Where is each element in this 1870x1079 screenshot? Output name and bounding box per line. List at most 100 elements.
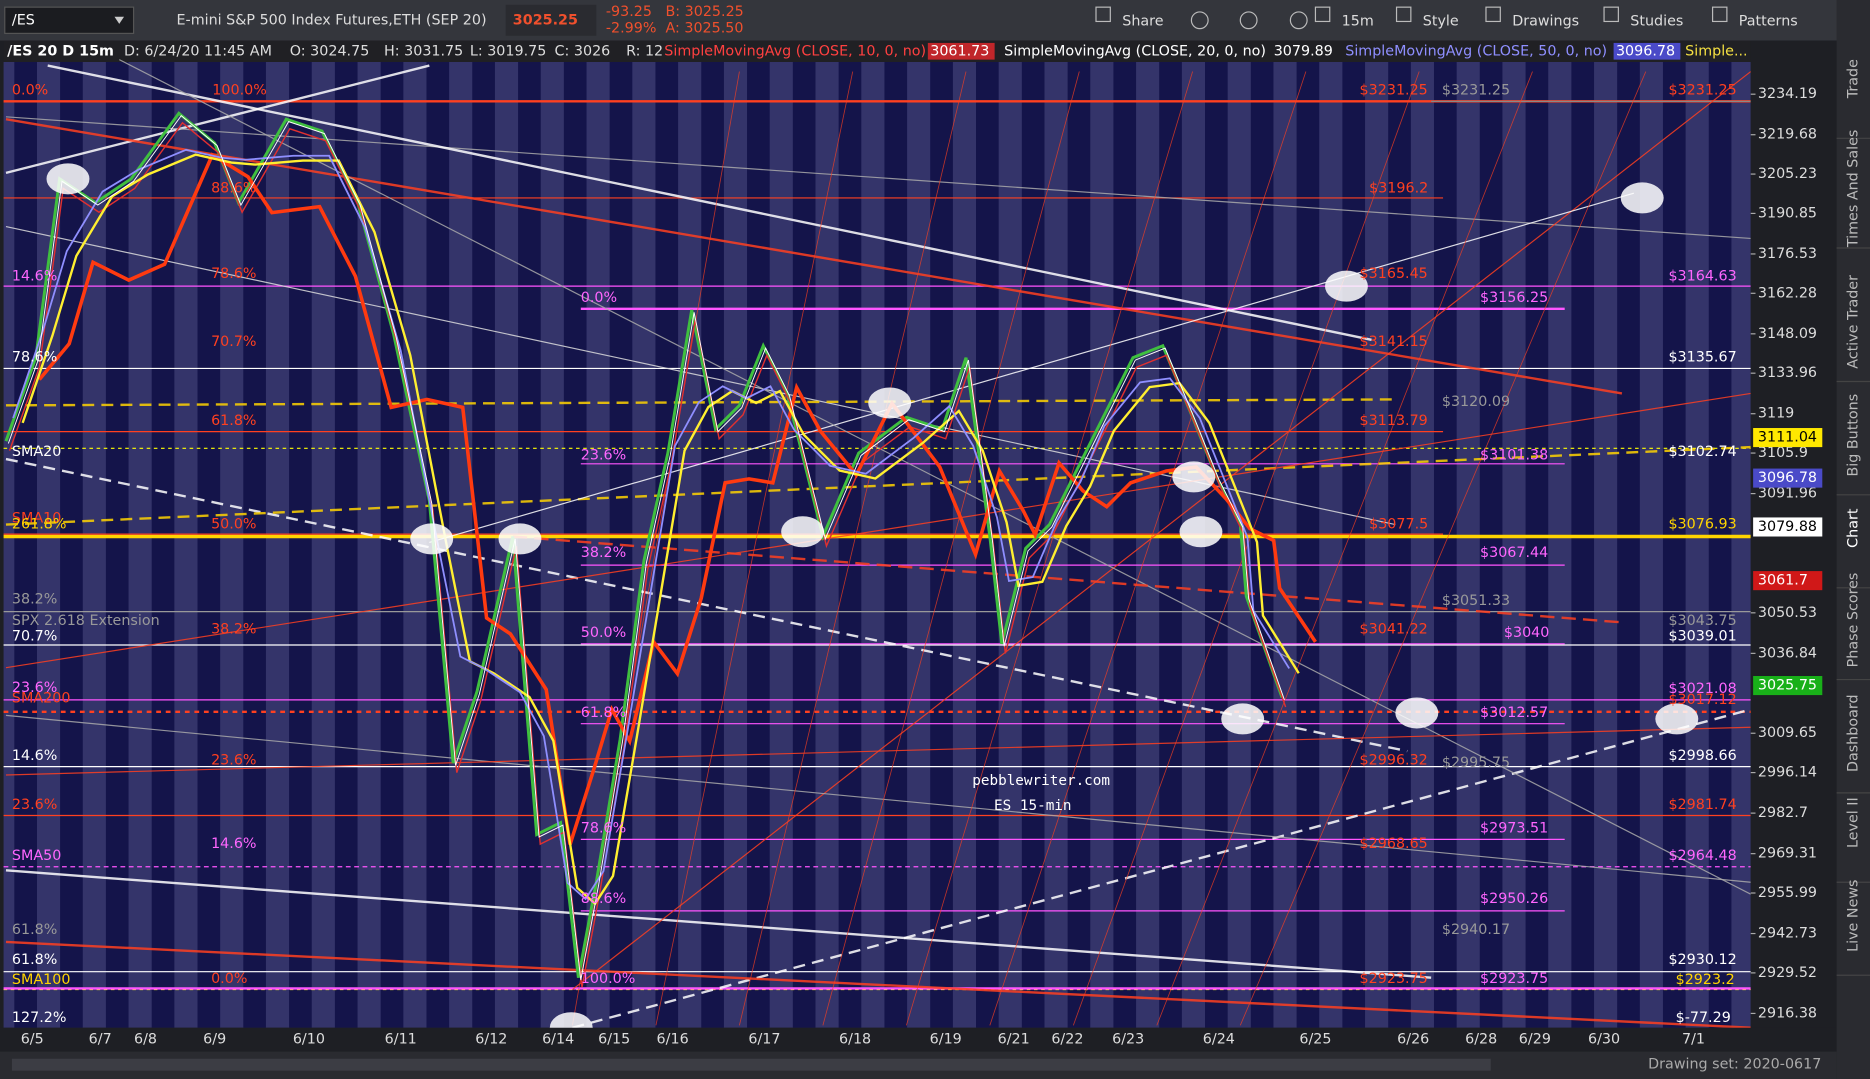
marker-ellipse (46, 163, 90, 195)
chart-label: $3051.33 (1442, 593, 1510, 609)
date-label: 6/10 (293, 1032, 325, 1048)
toolbar-button[interactable] (1603, 6, 1619, 23)
side-tab[interactable]: Phase Scores (1845, 573, 1861, 668)
side-tab[interactable]: Live News (1845, 879, 1861, 951)
info-item: L: 3019.75 (470, 43, 546, 59)
toolbar-button-label[interactable]: Studies (1630, 13, 1683, 29)
toolbar-button-label[interactable]: Share (1122, 13, 1163, 29)
symbol-input[interactable] (4, 6, 135, 34)
price-tick-label: 3162.28 (1758, 285, 1817, 301)
marker-ellipse (868, 387, 912, 419)
session-stripe (1388, 61, 1411, 1028)
toolbar-button-label[interactable]: Patterns (1739, 13, 1798, 29)
side-tab[interactable]: Chart (1845, 508, 1861, 548)
price-tick-label: 3105.9 (1758, 445, 1808, 461)
toolbar-icon[interactable] (1190, 11, 1209, 30)
trend-line (47, 64, 1372, 341)
chart-label: $2940.17 (1442, 922, 1510, 938)
side-tab[interactable]: Level II (1845, 797, 1861, 848)
chart-label: $2923.75 (1480, 971, 1548, 987)
info-item: D: 6/24/20 11:45 AM (124, 43, 272, 59)
price-bars (4, 111, 1284, 978)
price-badge (1753, 571, 1823, 591)
chart-label: SPX 2.618 Extension (12, 613, 160, 629)
chart-label: $3102.74 (1668, 444, 1736, 460)
toolbar-icon[interactable] (1289, 11, 1308, 30)
chart-label: 14.6% (12, 748, 57, 764)
fan-line (905, 71, 1194, 1026)
marker-ellipse (1324, 270, 1368, 302)
chart-label: $3120.09 (1442, 394, 1510, 410)
session-stripe (1662, 61, 1686, 1028)
watermark: ES 15-min (994, 798, 1071, 814)
fan-line (822, 71, 1080, 1026)
toolbar-button[interactable] (1711, 6, 1728, 23)
toolbar-button[interactable] (1314, 6, 1331, 23)
chart-label: $3012.57 (1480, 705, 1548, 721)
price-tick-label: 3036.84 (1758, 645, 1817, 661)
fan-line (989, 71, 1307, 1026)
trend-line (572, 708, 1752, 1029)
toolbar-button[interactable] (1485, 6, 1501, 23)
date-label: 6/14 (542, 1032, 574, 1048)
toolbar-icon[interactable] (1239, 11, 1258, 30)
scrollbar[interactable] (11, 1058, 1491, 1071)
chart-label: 78.6% (211, 266, 256, 282)
toolbar-button-label[interactable]: Style (1423, 13, 1459, 29)
toolbar-button-label[interactable]: 15m (1342, 13, 1374, 29)
info-item: /ES 20 D 15m (7, 43, 114, 59)
price-axis (1750, 40, 1837, 1052)
price-tick-label: 2996.14 (1758, 765, 1817, 781)
price-tick-label: 3050.53 (1758, 605, 1817, 621)
price-tick-label: 3205.23 (1758, 166, 1817, 182)
date-label: 6/18 (839, 1032, 871, 1048)
chart-label: $3231.25 (1668, 83, 1736, 99)
chart-label: 70.7% (211, 334, 256, 350)
fan-line (1072, 71, 1420, 1026)
chart-label: $2950.26 (1480, 891, 1548, 907)
side-tab[interactable]: Dashboard (1845, 694, 1861, 772)
side-tab[interactable]: Big Buttons (1845, 394, 1861, 477)
date-label: 6/30 (1588, 1032, 1620, 1048)
session-stripe (1205, 61, 1228, 1028)
toolbar-button[interactable] (1395, 6, 1412, 23)
info-item: C: 3026 (555, 43, 611, 59)
trend-line (429, 192, 1635, 544)
session-stripe (1479, 61, 1503, 1028)
chart-label: $3076.93 (1668, 517, 1736, 533)
session-stripe (289, 61, 312, 1028)
chart-label: $2973.51 (1480, 821, 1548, 837)
bid: B: 3025.25 (665, 4, 743, 20)
dropdown-arrow (114, 16, 125, 24)
description: E-mini S&P 500 Index Futures,ETH (SEP 20… (177, 12, 487, 28)
chart-label: 14.6% (211, 836, 256, 852)
date-label: 6/8 (134, 1032, 157, 1048)
date-label: 6/7 (89, 1032, 112, 1048)
toolbar-button-label[interactable]: Drawings (1512, 13, 1579, 29)
price-tick-label: 2916.38 (1758, 1005, 1817, 1021)
chart-label: 61.8% (12, 952, 57, 968)
chart-label: $2964.48 (1668, 848, 1736, 864)
side-tab[interactable]: Times And Sales (1845, 130, 1861, 248)
side-tab[interactable]: Trade (1845, 59, 1861, 99)
session-stripe (1113, 61, 1137, 1028)
price-badge-label: 3096.78 (1758, 470, 1817, 486)
price-tick-label: 3009.65 (1758, 725, 1817, 741)
side-tab[interactable]: Active Trader (1845, 275, 1861, 369)
chart-label: 78.6% (581, 821, 626, 837)
toolbar-button[interactable] (1095, 6, 1111, 23)
chart-label: $2998.66 (1668, 748, 1736, 764)
price-tick-label: 3119 (1758, 406, 1794, 422)
trend-line (118, 59, 1752, 895)
marker-ellipse (1655, 703, 1699, 735)
chart-label: $3135.67 (1668, 350, 1736, 366)
drawing-set[interactable]: Drawing set: 2020-0617 (1648, 1057, 1821, 1073)
chart-label: $3141.15 (1360, 334, 1428, 350)
date-label: 6/25 (1299, 1032, 1331, 1048)
session-stripe (930, 61, 953, 1028)
chart-label: 23.6% (581, 447, 626, 463)
date-label: 6/23 (1112, 1032, 1144, 1048)
fan-line (739, 71, 967, 1026)
info-item: SimpleMovingAvg (CLOSE, 50, 0, no) (1345, 43, 1607, 59)
